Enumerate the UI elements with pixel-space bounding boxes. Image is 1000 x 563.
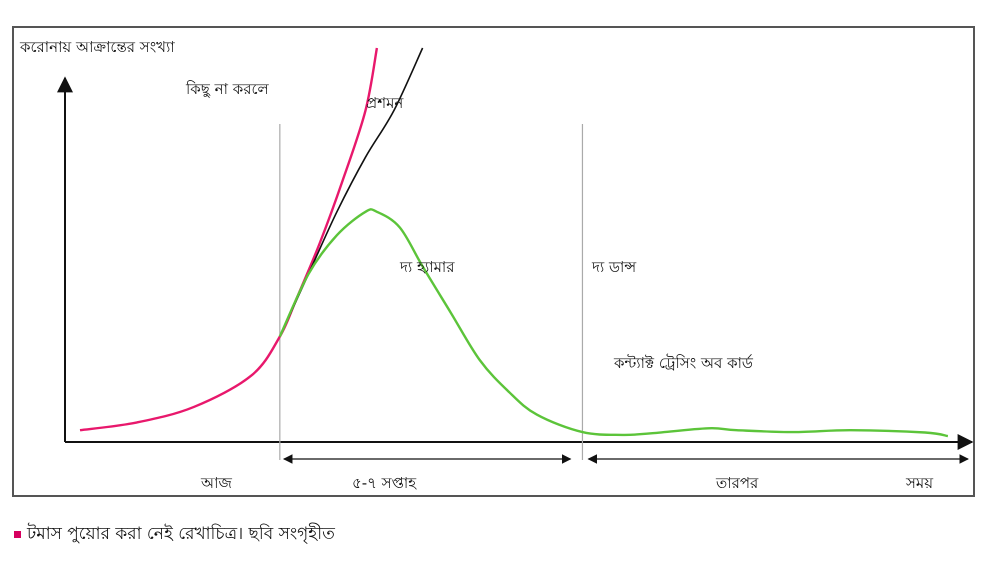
series-line-mitigation <box>279 47 424 337</box>
annotation-contact-tracing: কন্ট্যাক্ট ট্রেসিং অব কার্ড <box>613 354 754 372</box>
annotation-spread: প্রশমন <box>366 94 404 112</box>
chart-frame <box>12 26 975 497</box>
x-tick-time: সময় <box>905 474 934 492</box>
annotation-no-action: কিছু না করলে <box>185 80 269 98</box>
figure-caption: টমাস পুয়োর করা নেই রেখাচিত্র। ছবি সংগৃহ… <box>14 521 335 549</box>
series-line-hammer_dance <box>278 208 949 438</box>
x-tick-weeks: ৫-৭ সপ্তাহ <box>352 474 417 492</box>
caption-text: টমাস পুয়োর করা নেই রেখাচিত্র। ছবি সংগৃহ… <box>27 524 335 544</box>
x-tick-today: আজ <box>200 474 232 492</box>
bullet-icon <box>14 530 21 538</box>
annotation-hammer: দ্য হ্যামার <box>399 258 455 276</box>
x-tick-later: তারপর <box>715 474 759 492</box>
annotation-dance: দ্য ডান্স <box>591 258 636 276</box>
y-axis-label: করোনায় আক্রান্তের সংখ্যা <box>19 38 175 56</box>
series-layer <box>79 47 949 438</box>
